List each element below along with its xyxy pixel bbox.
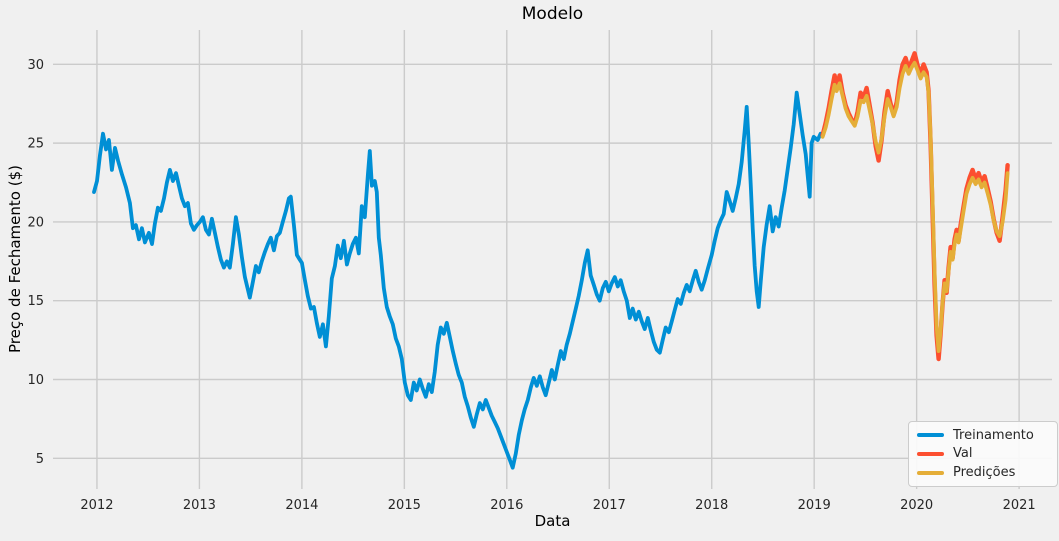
svg-text:2017: 2017	[593, 498, 626, 513]
svg-text:2018: 2018	[695, 498, 728, 513]
chart-title: Modelo	[521, 4, 584, 24]
svg-text:30: 30	[27, 58, 44, 73]
legend: Treinamento Val Predições	[908, 421, 1058, 487]
svg-text:25: 25	[27, 137, 44, 152]
svg-text:2015: 2015	[388, 498, 421, 513]
svg-text:2019: 2019	[798, 498, 831, 513]
svg-text:10: 10	[27, 373, 44, 388]
legend-item-val: Val	[917, 446, 1049, 461]
svg-text:2014: 2014	[285, 498, 318, 513]
gridlines	[53, 30, 1052, 489]
data-series	[92, 51, 1010, 470]
y-axis-label: Preço de Fechamento ($)	[6, 165, 24, 353]
y-tick-labels: 5 10 15 20 25 30	[27, 58, 44, 467]
legend-item-predicoes: Predições	[917, 465, 1049, 480]
svg-text:2020: 2020	[900, 498, 933, 513]
svg-text:15: 15	[27, 294, 44, 309]
legend-item-treinamento: Treinamento	[917, 428, 1049, 443]
svg-text:5: 5	[36, 452, 44, 467]
legend-label-predicoes: Predições	[953, 465, 1016, 481]
treinamento-line-swatch	[917, 433, 944, 438]
x-axis-label: Data	[534, 512, 571, 530]
legend-label-treinamento: Treinamento	[953, 427, 1034, 443]
val-line-swatch	[917, 451, 944, 456]
svg-text:2016: 2016	[490, 498, 523, 513]
svg-text:20: 20	[27, 215, 44, 230]
x-tick-labels: 2012 2013 2014 2015 2016 2017 2018 2019 2020 2021	[80, 498, 1035, 513]
svg-text:2021: 2021	[1003, 498, 1036, 513]
predicoes-line-swatch	[917, 470, 944, 475]
legend-label-val: Val	[953, 446, 973, 462]
svg-text:2013: 2013	[183, 498, 216, 513]
svg-text:2012: 2012	[80, 498, 113, 513]
